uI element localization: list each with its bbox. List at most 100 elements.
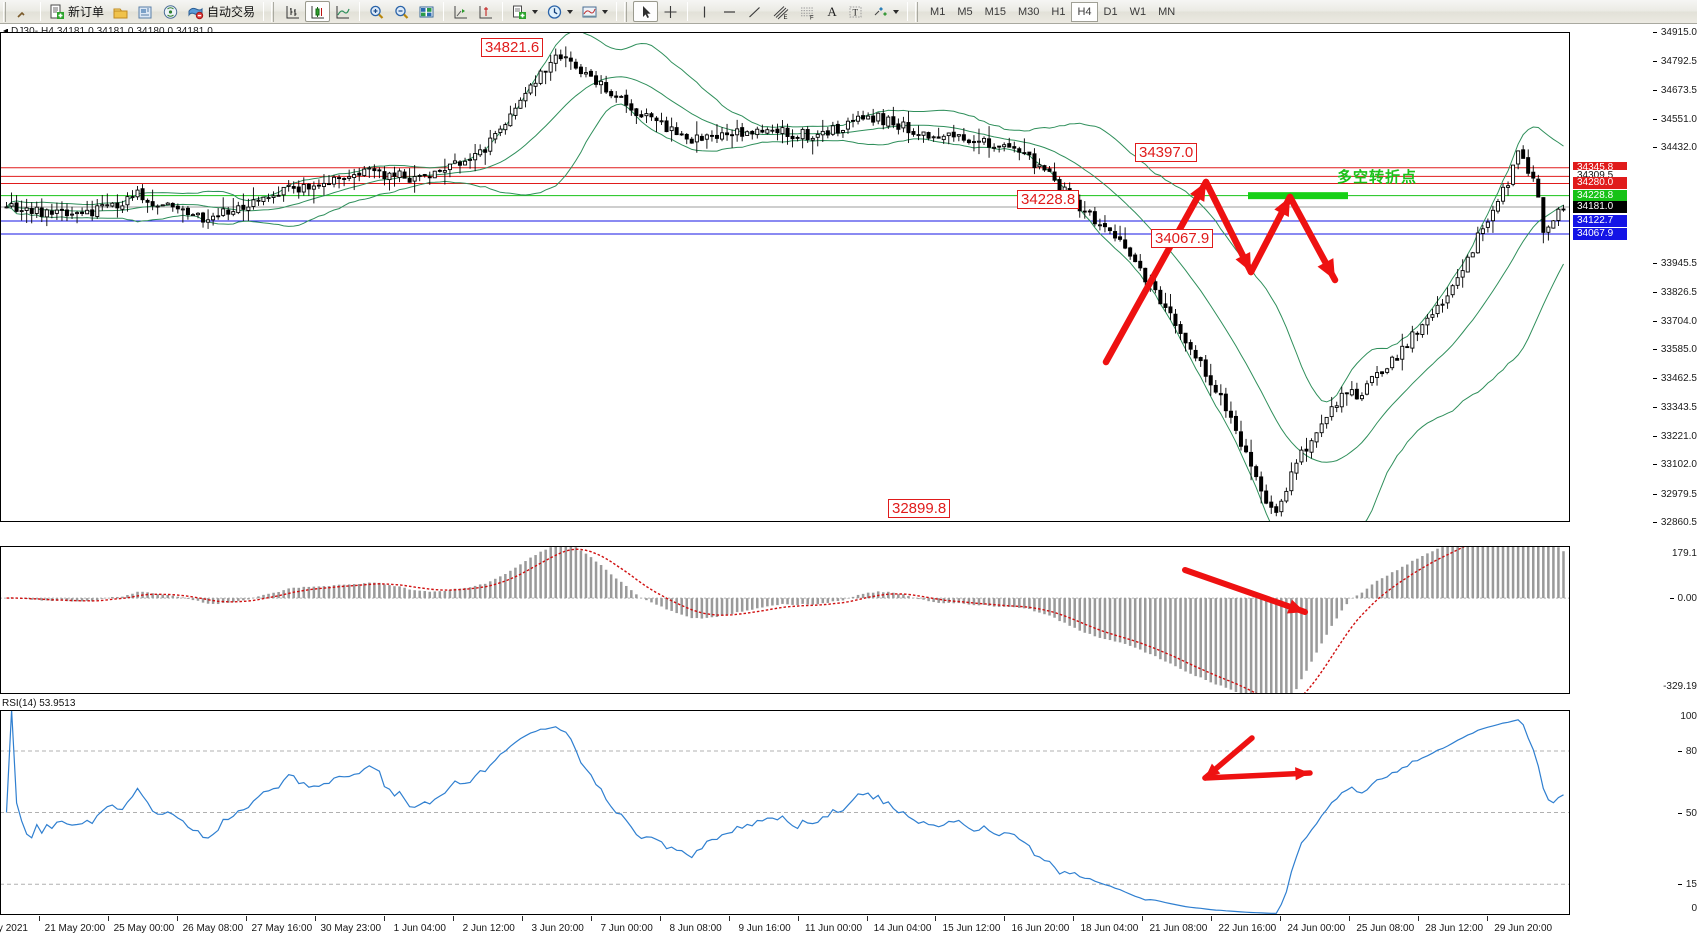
crosshair-icon: [664, 5, 677, 18]
time-tick: [728, 916, 730, 921]
macd-canvas[interactable]: [0, 546, 1570, 694]
toolbar-grip[interactable]: [3, 1, 10, 22]
price-axis-scale[interactable]: 34915.0 34792.5 34673.5 34551.0 34432.0 33945…: [1570, 27, 1697, 528]
macd-axis-scale[interactable]: 179.1 0.00 -329.19: [1570, 546, 1697, 694]
time-tick: [659, 916, 661, 921]
trendline-button[interactable]: [742, 1, 767, 22]
news-button[interactable]: [133, 1, 158, 22]
timeframe-button-h4[interactable]: H4: [1071, 1, 1098, 22]
timeframe-button-d1[interactable]: D1: [1103, 5, 1118, 18]
toolbar-misc-icon[interactable]: [12, 1, 36, 22]
price-tag-34067-9[interactable]: 34067.9: [1573, 228, 1627, 241]
candlestick-chart-button[interactable]: [305, 1, 331, 22]
fibonacci-button[interactable]: F: [794, 1, 821, 22]
svg-text:T: T: [853, 7, 859, 17]
chart-label-mid[interactable]: 34228.8: [1017, 190, 1080, 209]
toolbar-grip[interactable]: [271, 1, 279, 22]
chevron-down-icon[interactable]: [893, 9, 900, 14]
chart-label-low[interactable]: 32899.8: [888, 499, 951, 518]
chart-note-turning-point[interactable]: 多空转折点: [1337, 168, 1418, 186]
horizontal-line-button[interactable]: [717, 1, 742, 22]
equidistant-channel-button[interactable]: E: [767, 1, 794, 22]
time-axis-label: 3 Jun 20:00: [531, 923, 584, 934]
line-chart-button[interactable]: [330, 1, 355, 22]
crosshair-button[interactable]: [658, 1, 683, 22]
indicators-button[interactable]: [507, 1, 542, 22]
time-tick: [1349, 916, 1351, 921]
price-tag-34228-8[interactable]: 34228.8: [1573, 189, 1627, 202]
time-tick: [866, 916, 868, 921]
time-axis-label: May 2021: [0, 923, 28, 934]
signal-button[interactable]: [158, 1, 183, 22]
toolbar-separator: [687, 2, 689, 21]
period-icon: [547, 4, 562, 19]
templates-button[interactable]: [577, 1, 612, 22]
tile-windows-button[interactable]: [414, 1, 439, 22]
toolbar-grip[interactable]: [624, 1, 632, 22]
price-chart-pane[interactable]: [0, 32, 1570, 522]
time-axis[interactable]: May 2021 21 May 20:00 25 May 00:00 26 May 0…: [0, 916, 1570, 942]
timeframe-button-m1[interactable]: M1: [930, 5, 946, 18]
objects-button[interactable]: [868, 1, 903, 22]
price-tick-label: 33826.5: [1660, 286, 1697, 298]
zoom-out-button[interactable]: [389, 1, 414, 22]
price-tick: 33102.0: [1652, 459, 1697, 470]
timeframe-button-m5[interactable]: M5: [957, 5, 973, 18]
text-button[interactable]: A: [821, 1, 843, 22]
data-window-button[interactable]: [448, 1, 473, 22]
time-axis-label: 11 Jun 00:00: [805, 923, 863, 934]
price-tag-34122-7[interactable]: 34122.7: [1573, 214, 1627, 227]
time-axis-label: 9 Jun 16:00: [738, 923, 791, 934]
time-axis-label: 8 Jun 08:00: [669, 923, 722, 934]
chevron-down-icon[interactable]: [567, 9, 574, 14]
rsi-tick: 15: [1677, 879, 1697, 890]
timeframe-button-m30[interactable]: M30: [1018, 5, 1040, 18]
folder-button[interactable]: [108, 1, 133, 22]
navigator-button[interactable]: [473, 1, 498, 22]
time-axis-label: 22 Jun 16:00: [1218, 923, 1277, 934]
time-tick: [38, 916, 40, 921]
rsi-canvas[interactable]: [0, 710, 1570, 915]
svg-text:F: F: [810, 15, 814, 20]
price-tick-label: 32860.5: [1660, 517, 1697, 528]
timeframe-button-mn[interactable]: MN: [1158, 5, 1176, 18]
text-label-button[interactable]: T: [843, 1, 868, 22]
price-tag-34181-0[interactable]: 34181.0: [1573, 201, 1627, 214]
time-tick: [176, 916, 178, 921]
toolbar-separator: [40, 2, 41, 21]
zoom-in-button[interactable]: [364, 1, 389, 22]
timeframe-button-w1[interactable]: W1: [1129, 5, 1147, 18]
new-order-button[interactable]: 新订单: [45, 1, 108, 22]
toolbar-grip[interactable]: [915, 1, 923, 22]
time-axis-label: 18 Jun 04:00: [1080, 923, 1139, 934]
timeframe-button-m15[interactable]: M15: [984, 5, 1006, 18]
cursor-button[interactable]: [633, 1, 659, 22]
time-axis-label: 2 Jun 12:00: [462, 923, 515, 934]
chart-label-swing-low[interactable]: 34067.9: [1151, 229, 1214, 248]
macd-pane[interactable]: [0, 546, 1570, 694]
time-axis-label: 7 Jun 00:00: [600, 923, 653, 934]
rsi-axis-scale[interactable]: 100 80 50 15 0: [1570, 710, 1697, 915]
toolbar-separator: [263, 2, 265, 21]
time-tick: [383, 916, 385, 921]
chevron-down-icon[interactable]: [532, 9, 539, 14]
autotrade-button[interactable]: 自动交易: [183, 1, 259, 22]
main-toolbar: 新订单: [0, 0, 1697, 24]
time-axis-label: 27 May 16:00: [251, 923, 313, 934]
time-axis-label: 15 Jun 12:00: [942, 923, 1001, 934]
price-chart-canvas[interactable]: [0, 32, 1570, 522]
price-tick: 32979.5: [1652, 489, 1697, 500]
chevron-down-icon[interactable]: [602, 9, 609, 14]
price-tick: 32860.5: [1652, 517, 1697, 528]
chart-label-high[interactable]: 34821.6: [481, 38, 544, 57]
rsi-tick: 80: [1677, 746, 1697, 757]
vertical-line-button[interactable]: [692, 1, 717, 22]
rsi-pane[interactable]: [0, 710, 1570, 915]
period-button[interactable]: [542, 1, 577, 22]
macd-tick: 0.00: [1669, 593, 1697, 604]
price-tag-34280-0[interactable]: 34280.0: [1573, 177, 1627, 190]
time-tick: [1418, 916, 1420, 921]
chart-label-swing-high[interactable]: 34397.0: [1135, 143, 1198, 162]
timeframe-button-h1[interactable]: H1: [1051, 5, 1066, 18]
bar-chart-button[interactable]: [280, 1, 305, 22]
